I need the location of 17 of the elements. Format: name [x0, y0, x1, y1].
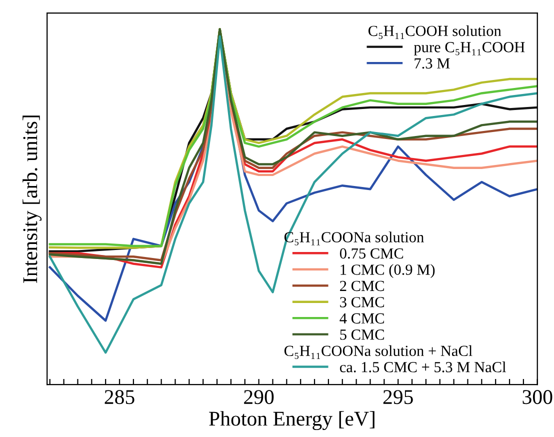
- legend-label: 0.75 CMC: [340, 248, 404, 259]
- legend-label: pure C₅H₁₁COOH: [414, 42, 525, 56]
- y-axis-title: Intensity [arb. units]: [22, 116, 42, 283]
- x-tick-label: 290: [244, 390, 274, 404]
- legend-label: 5 CMC: [340, 330, 384, 340]
- x-tick-label: 300: [522, 390, 552, 404]
- x-tick-label: 295: [383, 390, 413, 404]
- legend-title: C₅H₁₁COOH solution: [368, 25, 502, 40]
- legend-label: 4 CMC: [340, 313, 384, 324]
- annotation: C₅H₁₁COONa solution + NaCl: [284, 345, 472, 359]
- legend-label: 2 CMC: [340, 280, 384, 292]
- legend-label: 7.3 M: [414, 58, 450, 69]
- x-axis-title: Photon Energy [eV]: [209, 411, 374, 430]
- legend-label: 3 CMC: [340, 297, 384, 308]
- legend-label: 1 CMC (0.9 M): [340, 264, 435, 278]
- x-tick-label: 285: [104, 390, 134, 404]
- legend-label: ca. 1.5 CMC + 5.3 M NaCl: [340, 362, 506, 372]
